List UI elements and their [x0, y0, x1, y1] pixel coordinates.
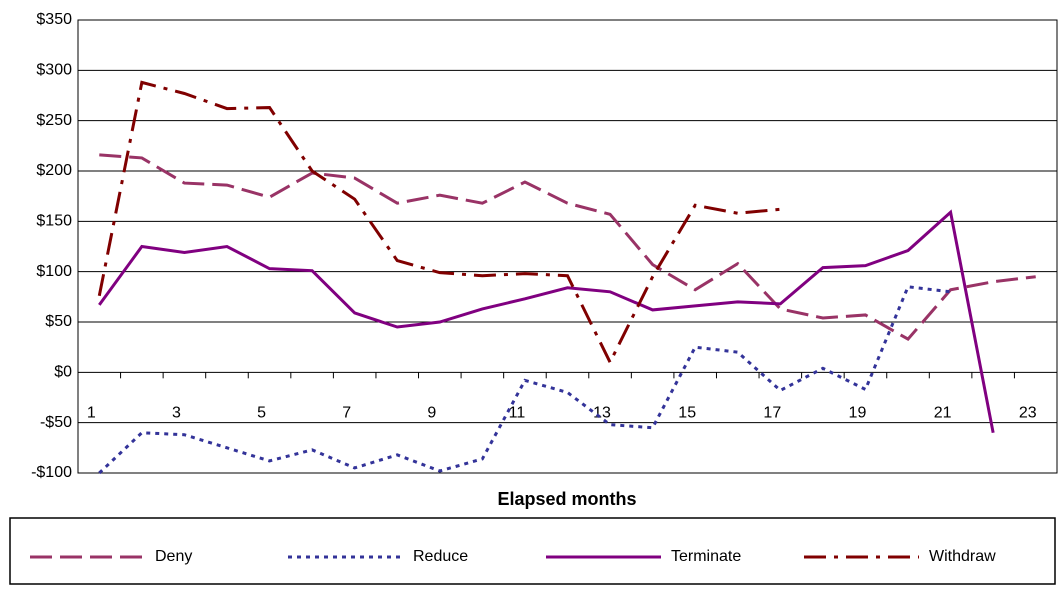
series-line	[98, 285, 951, 475]
x-tick-label: 5	[257, 405, 266, 422]
x-tick-label: 19	[849, 405, 867, 422]
y-tick-label: $200	[36, 162, 72, 179]
y-tick-label: $50	[45, 313, 72, 330]
y-tick-label: $100	[36, 263, 72, 280]
legend-label: Terminate	[671, 548, 741, 565]
legend-label: Withdraw	[929, 548, 996, 565]
x-tick-label: 1	[87, 405, 96, 422]
y-tick-label: $300	[36, 62, 72, 79]
plot-area	[77, 19, 1058, 474]
y-tick-label: $350	[36, 11, 72, 28]
x-tick-label: 7	[342, 405, 351, 422]
series-line	[99, 153, 1036, 342]
series-line	[98, 209, 995, 434]
series-line	[97, 80, 781, 366]
x-tick-label: 17	[763, 405, 781, 422]
x-tick-label: 21	[934, 405, 952, 422]
y-tick-label: -$100	[31, 464, 72, 481]
y-tick-label: $150	[36, 213, 72, 230]
x-tick-label: 11	[509, 405, 526, 422]
y-tick-label: $0	[54, 364, 72, 381]
x-axis-title: Elapsed months	[497, 489, 636, 509]
y-tick-label: -$50	[40, 414, 72, 431]
x-tick-label: 23	[1019, 405, 1037, 422]
legend-label: Deny	[155, 548, 192, 565]
y-tick-label: $250	[36, 112, 72, 129]
legend-label: Reduce	[413, 548, 468, 565]
x-tick-label: 3	[172, 405, 181, 422]
x-tick-label: 9	[427, 405, 436, 422]
x-tick-label: 13	[593, 405, 611, 422]
x-tick-label: 15	[678, 405, 696, 422]
legend-box	[9, 517, 1056, 585]
